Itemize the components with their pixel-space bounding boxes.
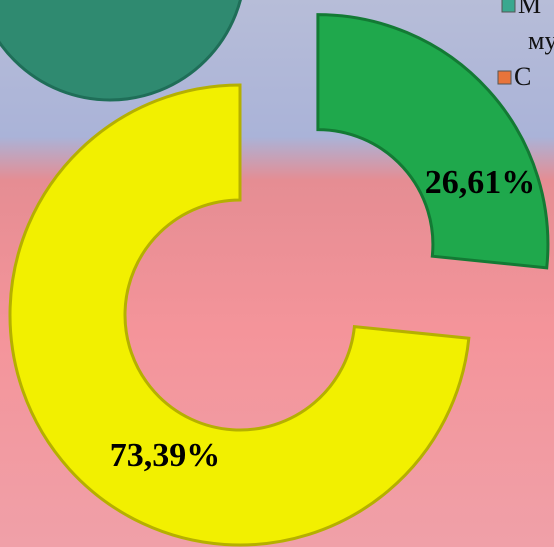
legend-label: му [528, 26, 554, 55]
donut-segment [8, 83, 471, 547]
legend-marker [497, 70, 512, 85]
donut: 26,61% 73,39% [8, 13, 550, 547]
legend-label: С [514, 62, 531, 91]
legend: Мму С [497, 0, 554, 91]
neighbor-pie [0, 0, 242, 102]
data-label: 73,39% [110, 437, 221, 474]
data-label: 26,61% [425, 164, 536, 201]
legend-marker [501, 0, 516, 13]
legend-label: М [518, 0, 541, 19]
donut-segment [316, 13, 550, 270]
